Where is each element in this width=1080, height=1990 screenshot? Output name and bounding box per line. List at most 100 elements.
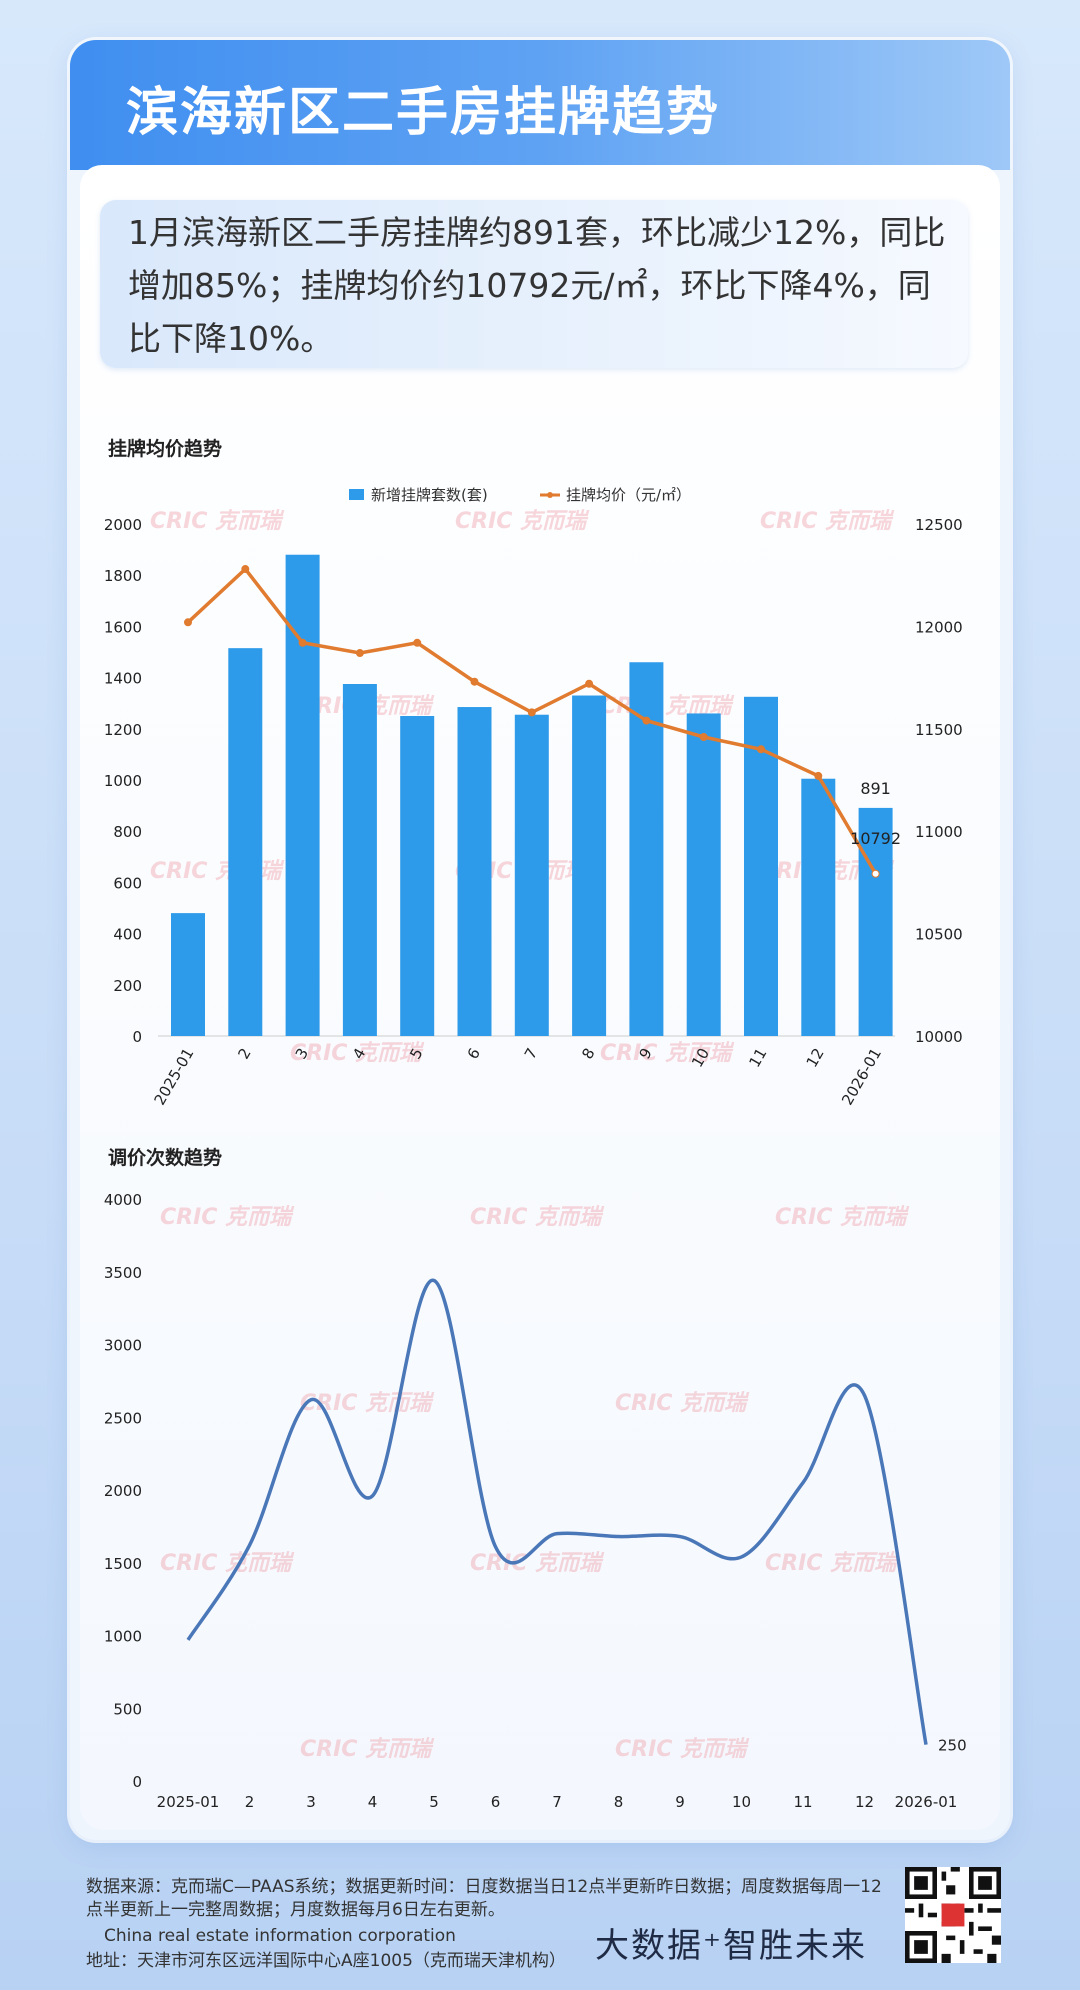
y-right-tick-label: 10000 [915, 1028, 963, 1046]
footer-english: China real estate information corporatio… [104, 1926, 456, 1946]
legend-bar-swatch [349, 489, 364, 500]
line-point [814, 771, 823, 780]
x2-tick-label: 7 [552, 1793, 562, 1811]
x-tick-label: 7 [521, 1045, 541, 1062]
qr-code-icon [905, 1867, 1001, 1963]
watermark: CRIC 克而瑞 [470, 1205, 605, 1230]
line-point [298, 638, 307, 647]
footer-source-line1: 数据来源：克而瑞C—PAAS系统；数据更新时间：日度数据当日12点半更新昨日数据… [86, 1877, 882, 1897]
line-point [413, 638, 422, 647]
x-tick-label: 8 [578, 1045, 598, 1062]
y-right-tick-label: 11000 [915, 823, 963, 841]
adjustment-line [186, 1278, 928, 1745]
x-tick-label: 2026-01 [838, 1045, 885, 1108]
watermark: CRIC 克而瑞 [150, 509, 285, 534]
line-point [184, 618, 192, 627]
legend-line-marker [547, 492, 553, 498]
watermark: CRIC 克而瑞 [615, 1737, 750, 1762]
x2-tick-label: 10 [732, 1793, 751, 1811]
x2-tick-label: 3 [306, 1793, 316, 1811]
y2-tick-label: 1000 [104, 1628, 142, 1646]
y-left-tick-label: 200 [113, 977, 142, 995]
legend-bar-label: 新增挂牌套数(套) [371, 486, 488, 504]
bar [572, 695, 607, 1036]
y-left-tick-label: 600 [113, 874, 142, 892]
line-point [871, 869, 880, 878]
bar [801, 778, 836, 1036]
bar [686, 713, 721, 1036]
watermark: CRIC 克而瑞 [600, 1041, 735, 1066]
y-right-tick-label: 10500 [915, 926, 963, 944]
bar [171, 913, 205, 1036]
summary-box: 1月滨海新区二手房挂牌约891套，环比减少12%，同比增加85%；挂牌均价约10… [100, 200, 968, 368]
x2-tick-label: 8 [614, 1793, 624, 1811]
y2-tick-label: 500 [113, 1700, 142, 1718]
x2-tick-label: 11 [793, 1793, 812, 1811]
line-point [527, 708, 536, 717]
watermark: CRIC 克而瑞 [150, 859, 285, 884]
bar [342, 684, 377, 1036]
x2-tick-label: 2025-01 [157, 1793, 220, 1811]
x2-tick-label: 4 [368, 1793, 378, 1811]
title-banner: 滨海新区二手房挂牌趋势 [70, 40, 1010, 170]
watermark: CRIC 克而瑞 [290, 1041, 425, 1066]
x-tick-label: 2025-01 [151, 1045, 198, 1108]
watermark: CRIC 克而瑞 [760, 509, 895, 534]
y-right-tick-label: 12000 [915, 618, 963, 636]
y-right-tick-label: 12500 [915, 516, 963, 534]
y-left-tick-label: 0 [132, 1028, 142, 1046]
chart2-title: 调价次数趋势 [108, 1146, 222, 1169]
data-label: 10792 [850, 829, 901, 848]
y2-tick-label: 1500 [104, 1555, 142, 1573]
summary-text: 1月滨海新区二手房挂牌约891套，环比减少12%，同比增加85%；挂牌均价约10… [128, 213, 946, 358]
y2-tick-label: 2500 [104, 1409, 142, 1427]
y-left-tick-label: 400 [113, 926, 142, 944]
y-right-tick-label: 11500 [915, 721, 963, 739]
footer-address: 地址：天津市河东区远洋国际中心A座1005（克而瑞天津机构） [86, 1951, 566, 1971]
watermark: CRIC 克而瑞 [455, 509, 590, 534]
legend-line-label: 挂牌均价（元/㎡） [566, 486, 691, 504]
line-point [699, 732, 708, 741]
y2-tick-label: 3500 [104, 1264, 142, 1282]
x2-tick-label: 2 [245, 1793, 255, 1811]
x2-tick-label: 6 [491, 1793, 501, 1811]
x2-tick-label: 12 [855, 1793, 874, 1811]
y-left-tick-label: 1400 [104, 670, 142, 688]
data-label: 891 [860, 779, 891, 798]
x2-tick-label: 9 [675, 1793, 685, 1811]
x2-tick-label: 5 [429, 1793, 439, 1811]
line-point [241, 565, 250, 574]
line-point [470, 677, 479, 686]
y-left-tick-label: 1600 [104, 618, 142, 636]
x-tick-label: 12 [803, 1045, 828, 1071]
y-left-tick-label: 1800 [104, 567, 142, 585]
y2-tick-label: 0 [132, 1773, 142, 1791]
bar [514, 714, 549, 1036]
y-left-tick-label: 1000 [104, 772, 142, 790]
line-point [757, 745, 765, 754]
bar [457, 707, 492, 1036]
line-point [642, 716, 651, 725]
y2-tick-label: 2000 [104, 1482, 142, 1500]
page-title: 滨海新区二手房挂牌趋势 [126, 83, 721, 143]
slogan: 大数据⁺智胜未来 [595, 1926, 867, 1966]
watermark: CRIC 克而瑞 [765, 1551, 900, 1576]
x-tick-label: 2 [234, 1045, 254, 1062]
watermark: CRIC 克而瑞 [300, 1391, 435, 1416]
x-tick-label: 11 [745, 1045, 770, 1071]
y-left-tick-label: 2000 [104, 516, 142, 534]
watermark: CRIC 克而瑞 [615, 1391, 750, 1416]
data-label-2: 250 [938, 1737, 967, 1755]
line-point [355, 649, 364, 658]
watermark: CRIC 克而瑞 [470, 1551, 605, 1576]
bar [285, 554, 320, 1036]
bar [400, 716, 435, 1036]
y-left-tick-label: 1200 [104, 721, 142, 739]
watermark: CRIC 克而瑞 [160, 1205, 295, 1230]
bar [858, 807, 893, 1036]
footer-source-line2: 点半更新上一完整周数据；月度数据每月6日左右更新。 [86, 1900, 505, 1920]
watermark: CRIC 克而瑞 [160, 1551, 295, 1576]
y-left-tick-label: 800 [113, 823, 142, 841]
line-point [585, 679, 594, 688]
